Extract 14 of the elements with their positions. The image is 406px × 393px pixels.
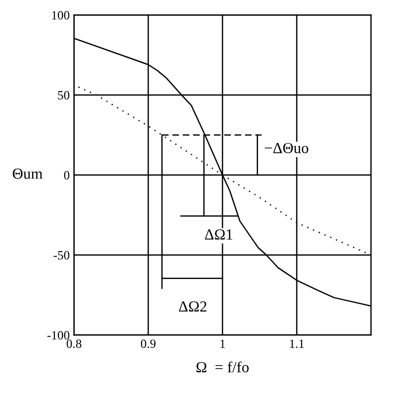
x-tick-label: 0.8 [66, 340, 82, 348]
annotation: ΔΩ1 [204, 229, 232, 240]
y-tick-label: 0 [64, 171, 70, 180]
y-tick-label: 50 [58, 91, 70, 100]
annotation: −ΔΘuo [264, 142, 308, 154]
x-tick-label: 1.1 [290, 340, 304, 348]
annotation: ΔΩ2 [178, 301, 206, 312]
x-axis-title: Ω = f/fo [196, 361, 249, 372]
y-tick-label: -100 [47, 331, 70, 340]
y-tick-label: 100 [52, 11, 70, 20]
x-tick-label: 1 [220, 340, 225, 348]
y-tick-label: -50 [54, 251, 70, 260]
y-axis-title: Θum [12, 168, 43, 179]
x-tick-label: 0.9 [140, 340, 156, 348]
